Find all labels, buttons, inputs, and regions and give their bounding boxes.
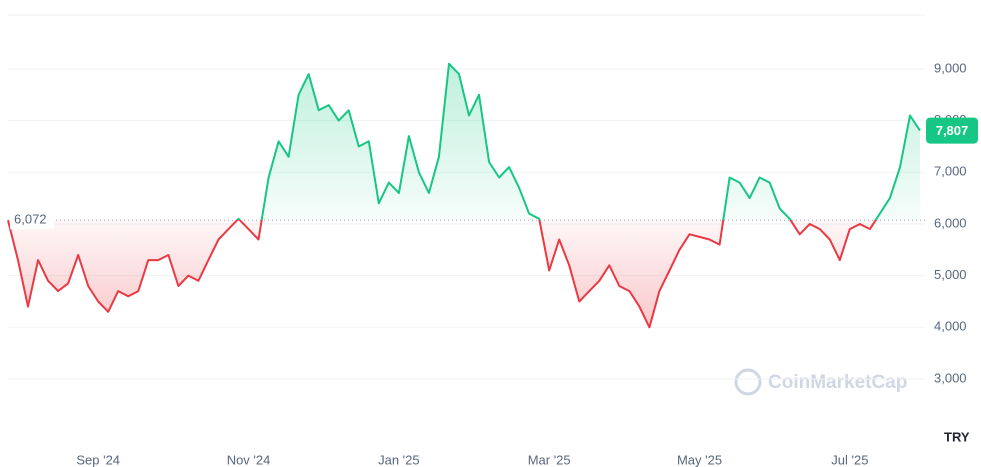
x-tick-label: Jul '25 bbox=[831, 452, 868, 467]
y-tick-label: 3,000 bbox=[934, 370, 967, 385]
price-badge-label: 7,807 bbox=[936, 123, 969, 138]
x-tick-label: Sep '24 bbox=[76, 452, 120, 467]
area bbox=[8, 63, 920, 328]
y-tick-label: 4,000 bbox=[934, 319, 967, 334]
y-tick-label: 7,000 bbox=[934, 164, 967, 179]
y-tick-label: 9,000 bbox=[934, 60, 967, 75]
price-badge bbox=[926, 117, 978, 144]
y-tick-label: 5,000 bbox=[934, 267, 967, 282]
x-tick-label: Mar '25 bbox=[528, 452, 571, 467]
x-tick-label: Nov '24 bbox=[227, 452, 271, 467]
baseline-label: 6,072 bbox=[14, 212, 47, 227]
watermark: CoinMarketCap bbox=[734, 368, 907, 396]
currency-label: TRY bbox=[944, 429, 970, 444]
watermark-text: CoinMarketCap bbox=[768, 372, 907, 393]
y-tick-label: 6,000 bbox=[934, 215, 967, 230]
price-line bbox=[7, 62, 921, 329]
x-tick-label: Jan '25 bbox=[378, 452, 420, 467]
baseline-label-bg bbox=[10, 211, 54, 230]
x-tick-label: May '25 bbox=[677, 452, 722, 467]
